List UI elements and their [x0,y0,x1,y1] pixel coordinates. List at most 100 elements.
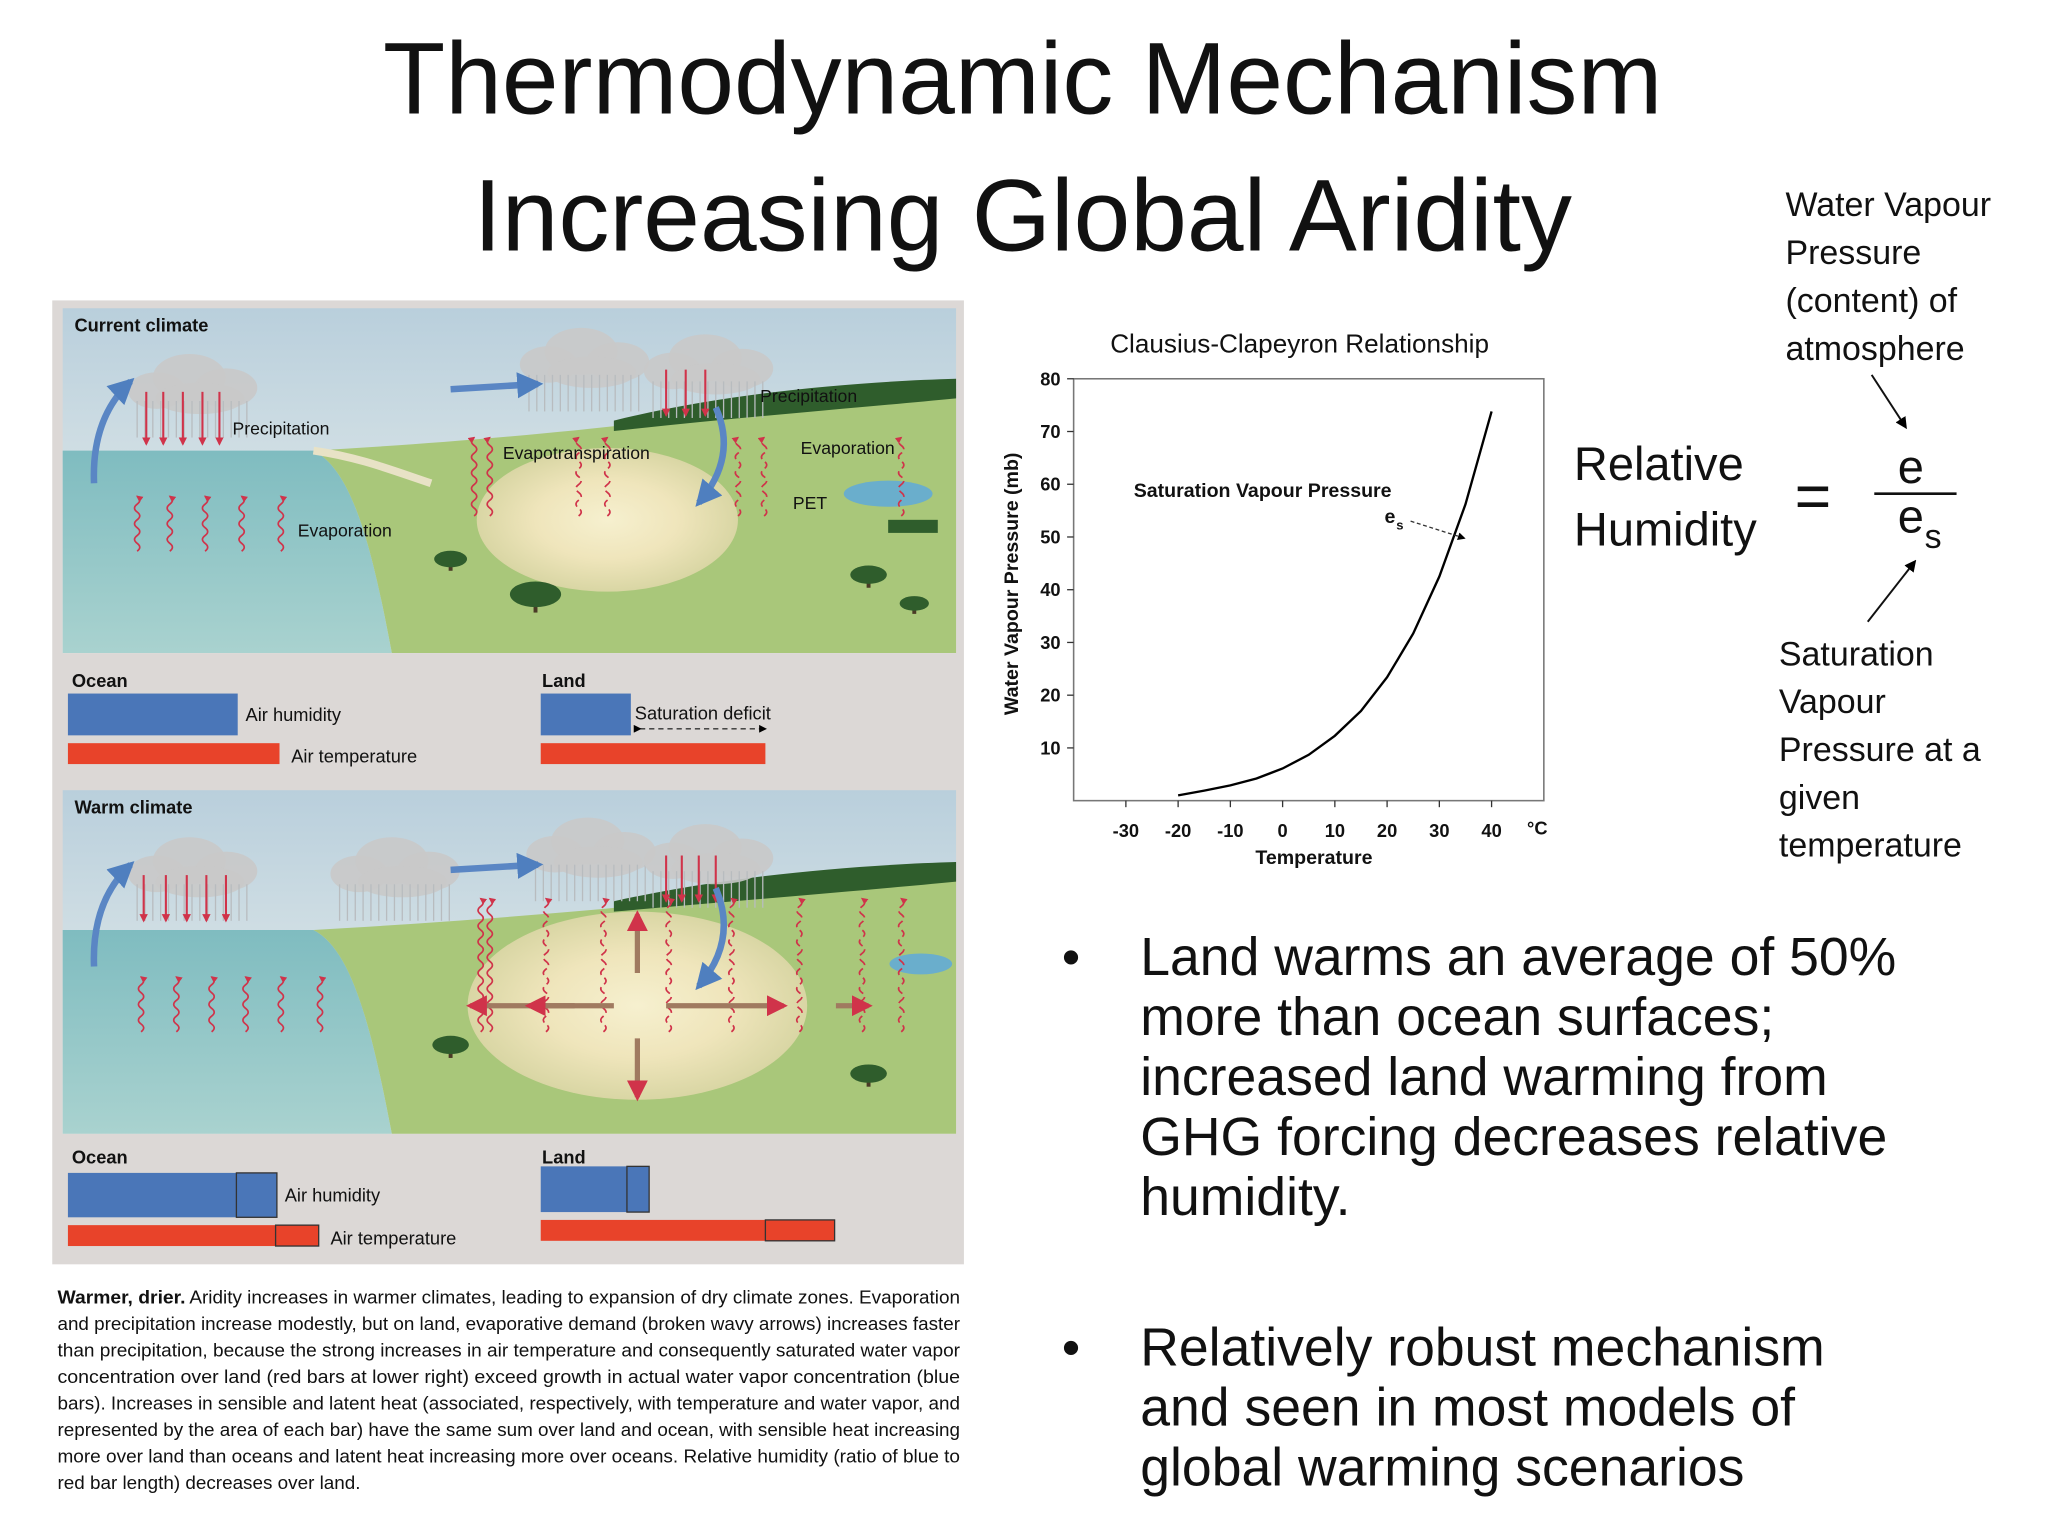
equation-text: Humidity [1574,502,1757,555]
y-tick-label: 70 [1040,421,1060,442]
tree [509,581,562,608]
equation-text: Relative [1574,437,1744,490]
evap-arrow [172,976,183,1033]
bar-label: Air humidity [285,1185,381,1206]
y-axis-label: Water Vapour Pressure (mb) [1001,453,1023,716]
equation-subscript: s [1925,518,1942,556]
scene-warm [62,790,957,1134]
x-tick-label: -20 [1165,820,1191,841]
evap-arrow [238,495,249,552]
temperature-bar [540,1219,835,1241]
scene-label: Evaporation [801,438,895,458]
annotation-arrow [1410,520,1466,540]
evap-arrow [572,436,583,517]
note-arrow [1870,374,1907,430]
moisture-arrow [450,852,544,879]
y-tick-label: 50 [1040,526,1060,547]
bullet-line: humidity. [1140,1168,1350,1227]
moisture-arrow [450,372,544,399]
evap-arrow [727,897,738,1033]
tree [434,550,468,568]
x-tick-label: 30 [1429,820,1449,841]
evap-arrow [897,897,908,1033]
humidity-bar [540,1166,650,1213]
evap-arrow [757,436,768,517]
bar-label: Air humidity [246,704,342,725]
caption-line: than precipitation, because the strong i… [57,1340,960,1361]
evap-arrow [795,897,806,1033]
y-tick-label: 20 [1040,685,1060,706]
temperature-bar [67,1225,319,1247]
y-tick-label: 80 [1040,368,1060,389]
note-line: given [1779,779,1860,817]
evap-arrow [201,495,212,552]
increase-box [235,1172,278,1218]
slide-title: Thermodynamic Mechanism [383,21,1662,135]
note-line: atmosphere [1785,330,1964,368]
bar-label: Saturation deficit [635,703,771,724]
evap-arrow [542,897,553,1033]
equation-denominator: e [1898,489,1924,542]
bullet-line: and seen in most models of [1140,1378,1795,1437]
bar-label: Air temperature [291,746,417,767]
note-line: temperature [1779,827,1962,865]
scene-current [62,308,957,654]
annotation-subscript: s [1396,518,1403,533]
cloud [155,865,245,898]
temperature-bar [67,743,280,765]
moisture-arrow [90,861,135,967]
x-tick-label: 40 [1481,820,1501,841]
note-line: (content) of [1785,282,1957,320]
slide-title: Increasing Global Aridity [474,159,1572,273]
caption-lead: Warmer, drier. [57,1286,185,1307]
y-tick-label: 30 [1040,632,1060,653]
evap-arrow [277,495,288,552]
caption-line: bars). Increases in sensible and latent … [57,1393,960,1414]
humidity-bar [67,693,238,736]
evap-arrow [208,976,218,1033]
moisture-arrow [695,886,728,991]
plot-area [1072,377,1545,802]
bullet-line: increased land warming from [1140,1048,1827,1107]
evap-arrow [133,495,144,552]
cloud [553,846,643,878]
evap-arrow [137,976,148,1033]
note-line: Water Vapour [1785,186,1991,224]
tree [899,596,929,611]
caption-line: more over land than oceans and latent he… [57,1446,960,1467]
humidity-bar [540,693,631,736]
x-tick-label: -30 [1113,820,1139,841]
evap-arrow [483,436,494,517]
caption-line: represented by the area of each bar) hav… [57,1419,960,1440]
evap-arrow [599,897,610,1033]
x-tick-label: -10 [1217,820,1243,841]
bullet-dot: • [1062,1319,1080,1377]
bar-label: Air temperature [330,1228,456,1249]
temperature-bar [540,743,766,765]
equation-operator: = [1795,461,1832,531]
bar-group-label: Ocean [72,670,128,691]
caption-line: red bar length) decreases over land. [57,1472,360,1493]
humidity-bar [67,1172,277,1218]
bar-group-label: Land [542,670,586,691]
increase-box [764,1219,836,1242]
x-tick-label: 20 [1377,820,1397,841]
scene-label: Evapotranspiration [503,443,650,463]
increase-box [274,1224,320,1247]
note-line: Pressure [1785,234,1921,272]
evap-arrow [486,897,497,1033]
bullet-line: more than ocean surfaces; [1140,988,1774,1047]
evap-arrow [665,897,676,1033]
increase-box [626,1165,650,1213]
y-tick-label: 40 [1040,579,1060,600]
moisture-arrow [90,377,135,484]
scene-label: Evaporation [298,520,392,540]
cloud [547,356,637,388]
chart-title: Clausius-Clapeyron Relationship [1110,329,1489,359]
moisture-arrow [695,406,728,507]
evap-arrow [316,976,327,1033]
bullet-line: Land warms an average of 50% [1140,928,1896,987]
caption-line: Aridity increases in warmer climates, le… [189,1286,960,1307]
